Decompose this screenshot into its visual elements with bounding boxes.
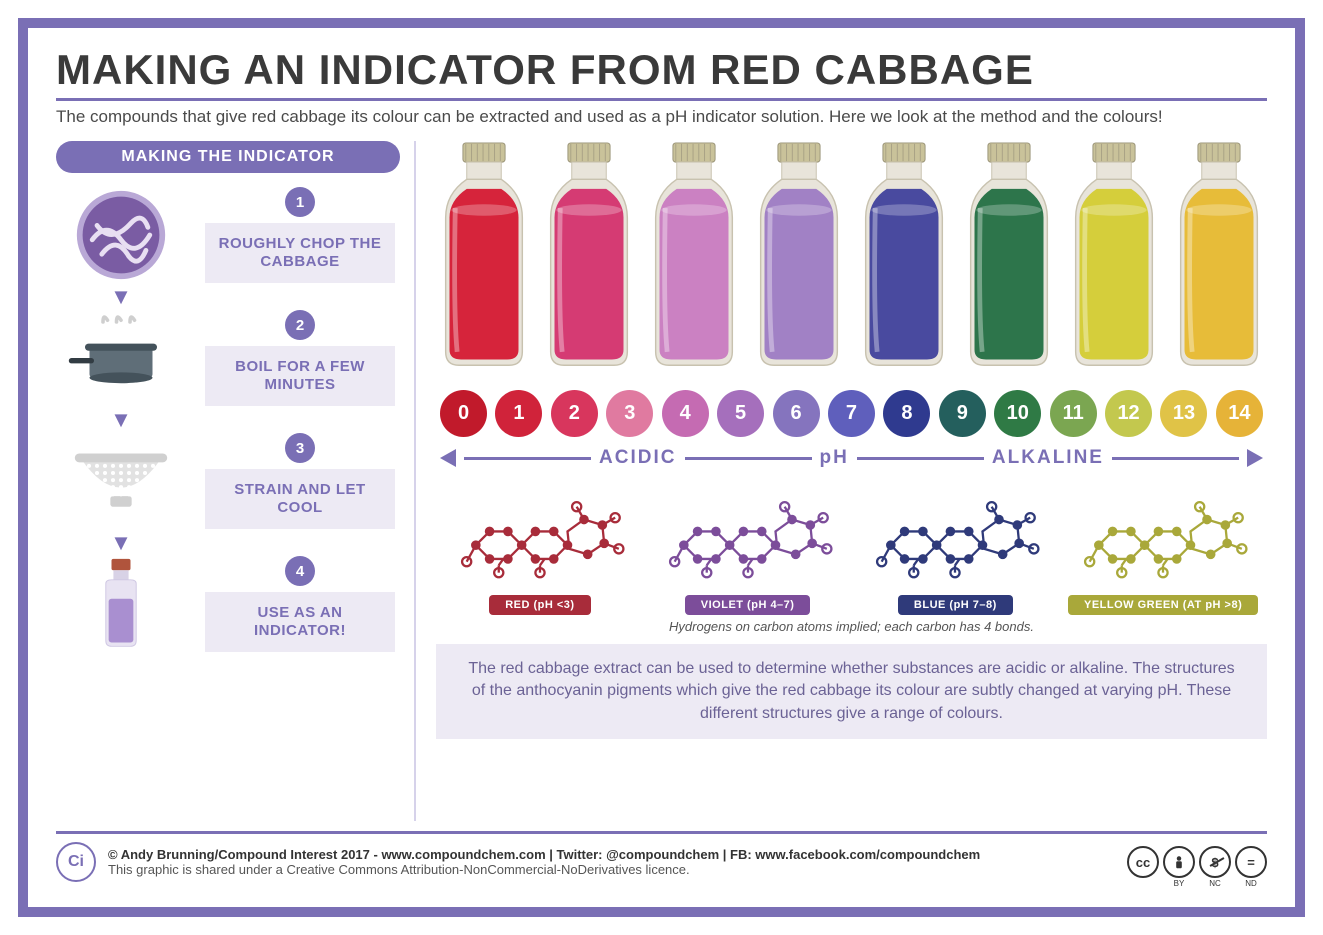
step-number: 4 [285, 556, 315, 586]
strainer-icon [56, 431, 186, 531]
indicator-bottle [751, 141, 847, 376]
ph-label: pH [820, 447, 849, 469]
ph-value: 3 [606, 390, 653, 437]
molecule: YELLOW GREEN (AT pH >8) [1063, 481, 1263, 615]
step-text: 1 ROUGHLY CHOP THE CABBAGE [200, 187, 400, 283]
steps-column: 1 ROUGHLY CHOP THE CABBAGE ▼ 2 BOIL FOR … [56, 185, 400, 654]
step-label: STRAIN AND LET COOL [205, 469, 395, 529]
ph-value: 0 [440, 390, 487, 437]
ph-value: 5 [717, 390, 764, 437]
indicator-bottle [541, 141, 637, 376]
indicator-bottle [436, 141, 532, 376]
step-label: ROUGHLY CHOP THE CABBAGE [205, 223, 395, 283]
results-panel: 01234567891011121314 ACIDIC pH ALKALINE [436, 141, 1267, 821]
arrow-down-icon: ▼ [56, 412, 186, 427]
ph-value: 14 [1216, 390, 1263, 437]
infographic-frame: MAKING AN INDICATOR FROM RED CABBAGE The… [18, 18, 1305, 917]
step-number: 1 [285, 187, 315, 217]
arrow-down-icon: ▼ [56, 289, 186, 304]
arrow-down-icon: ▼ [56, 535, 186, 550]
step-text: 2 BOIL FOR A FEW MINUTES [200, 310, 400, 406]
step-row: 4 USE AS AN INDICATOR! [56, 554, 400, 654]
indicator-bottle [646, 141, 742, 376]
step-label: USE AS AN INDICATOR! [205, 592, 395, 652]
molecule: BLUE (pH 7–8) [855, 481, 1055, 615]
cabbage-icon [56, 185, 186, 285]
licence-line: This graphic is shared under a Creative … [108, 862, 980, 877]
ph-scale: 01234567891011121314 [436, 390, 1267, 437]
steps-panel: MAKING THE INDICATOR 1 ROUGHLY CHOP THE … [56, 141, 416, 821]
footer-text: © Andy Brunning/Compound Interest 2017 -… [108, 847, 980, 877]
ph-value: 13 [1160, 390, 1207, 437]
step-number: 2 [285, 310, 315, 340]
molecule: VIOLET (pH 4–7) [648, 481, 848, 615]
step-number: 3 [285, 433, 315, 463]
arrow-left-icon [440, 449, 456, 467]
cc-nc-icon: $NC [1199, 846, 1231, 878]
molecule-label: BLUE (pH 7–8) [898, 595, 1013, 615]
ci-logo-icon: Ci [56, 842, 96, 882]
cc-by-icon: BY [1163, 846, 1195, 878]
step-text: 3 STRAIN AND LET COOL [200, 433, 400, 529]
section-header: MAKING THE INDICATOR [56, 141, 400, 173]
acidic-label: ACIDIC [599, 447, 676, 469]
indicator-bottle [1171, 141, 1267, 376]
ph-value: 9 [939, 390, 986, 437]
main-layout: MAKING THE INDICATOR 1 ROUGHLY CHOP THE … [56, 141, 1267, 821]
step-label: BOIL FOR A FEW MINUTES [205, 346, 395, 406]
ph-value: 2 [551, 390, 598, 437]
ph-value: 1 [495, 390, 542, 437]
indicator-bottle [1066, 141, 1162, 376]
indicator-bottle [856, 141, 952, 376]
ph-value: 12 [1105, 390, 1152, 437]
ph-value: 6 [773, 390, 820, 437]
bottles-row [436, 141, 1267, 376]
cc-cc-icon: cc [1127, 846, 1159, 878]
molecule-label: YELLOW GREEN (AT pH >8) [1068, 595, 1258, 615]
molecule-caption: Hydrogens on carbon atoms implied; each … [436, 619, 1267, 634]
molecule: RED (pH <3) [440, 481, 640, 615]
step-row: 2 BOIL FOR A FEW MINUTES [56, 308, 400, 408]
explanation-box: The red cabbage extract can be used to d… [436, 644, 1267, 739]
cc-icons: ccBY$NC=ND [1127, 846, 1267, 878]
ph-value: 10 [994, 390, 1041, 437]
arrow-right-icon [1247, 449, 1263, 467]
ph-value: 7 [828, 390, 875, 437]
ph-value: 4 [662, 390, 709, 437]
alkaline-label: ALKALINE [992, 447, 1104, 469]
molecule-label: RED (pH <3) [489, 595, 590, 615]
step-row: 1 ROUGHLY CHOP THE CABBAGE [56, 185, 400, 285]
step-text: 4 USE AS AN INDICATOR! [200, 556, 400, 652]
attribution-line: © Andy Brunning/Compound Interest 2017 -… [108, 847, 980, 862]
ph-value: 8 [883, 390, 930, 437]
step-row: 3 STRAIN AND LET COOL [56, 431, 400, 531]
cc-nd-icon: =ND [1235, 846, 1267, 878]
page-title: MAKING AN INDICATOR FROM RED CABBAGE [56, 46, 1267, 101]
molecule-label: VIOLET (pH 4–7) [685, 595, 811, 615]
indicator-bottle [961, 141, 1057, 376]
ph-value: 11 [1050, 390, 1097, 437]
pot-icon [56, 308, 186, 408]
page-subtitle: The compounds that give red cabbage its … [56, 107, 1267, 127]
bottle-icon [56, 554, 186, 654]
footer: Ci © Andy Brunning/Compound Interest 201… [56, 831, 1267, 882]
scale-arrow: ACIDIC pH ALKALINE [436, 447, 1267, 469]
molecules-row: RED (pH <3) VIOLET (pH 4–7) [436, 481, 1267, 615]
